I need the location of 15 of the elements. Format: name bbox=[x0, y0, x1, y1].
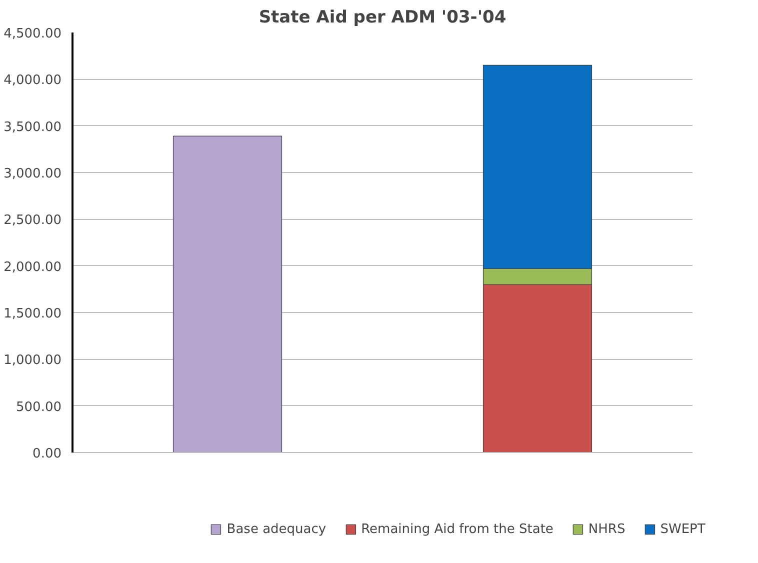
y-tick-label: 1,500.00 bbox=[4, 306, 62, 322]
y-tick-label: 4,000.00 bbox=[4, 73, 62, 88]
legend-label: Remaining Aid from the State bbox=[361, 522, 554, 536]
legend-label: Base adequacy bbox=[226, 522, 326, 536]
y-tick-label: 4,500.00 bbox=[4, 26, 62, 42]
y-tick-label: 2,500.00 bbox=[4, 213, 62, 228]
y-tick-label: 3,000.00 bbox=[4, 166, 62, 182]
y-tick-label: 2,000.00 bbox=[4, 260, 62, 275]
legend-label: NHRS bbox=[588, 522, 626, 536]
chart-title: State Aid per ADM '03-'04 bbox=[258, 8, 506, 28]
y-tick-label: 500.00 bbox=[16, 400, 62, 415]
y-tick-label: 0.00 bbox=[32, 446, 62, 462]
y-tick-label: 1,000.00 bbox=[4, 353, 62, 368]
legend-label: SWEPT bbox=[660, 522, 706, 536]
y-tick-label: 3,500.00 bbox=[4, 120, 62, 135]
